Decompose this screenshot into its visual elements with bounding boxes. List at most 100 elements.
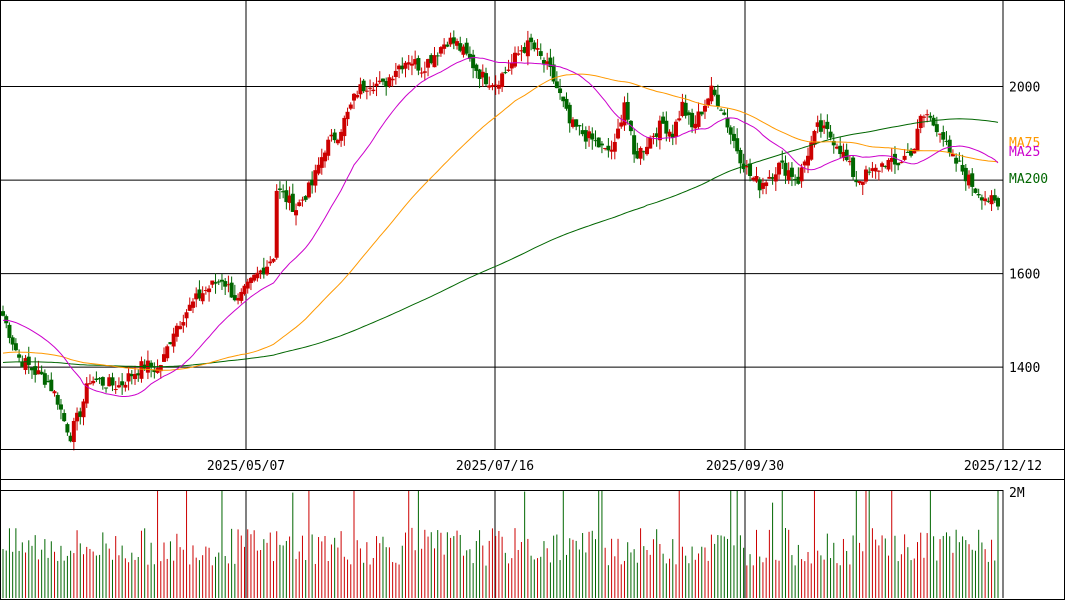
candle-body [783, 162, 788, 176]
candle-body [406, 62, 411, 65]
ma200-label: MA200 [1009, 172, 1048, 187]
candle-body [332, 132, 337, 141]
candle-body [764, 182, 769, 187]
candle-body [200, 293, 205, 302]
candle-body [789, 167, 794, 177]
candle-body [36, 370, 41, 375]
candle-body [983, 198, 988, 202]
candle-body [928, 115, 933, 118]
candle-body [484, 73, 489, 85]
candle-body [100, 377, 105, 386]
candle-body [326, 139, 331, 156]
candle-body [26, 356, 31, 365]
candle-body [136, 373, 141, 376]
candle-body [277, 188, 282, 190]
candle-body [178, 326, 183, 330]
candle-body [538, 51, 543, 56]
candle-body [558, 88, 563, 94]
candle-body [612, 141, 617, 152]
candle-body [719, 109, 724, 111]
candle-body [351, 93, 356, 101]
candle-body [870, 168, 875, 171]
candle-body [329, 134, 334, 137]
candle-body [822, 125, 827, 129]
candle-body [938, 133, 943, 135]
candle-body [786, 170, 791, 180]
candle-body [796, 176, 801, 184]
candle-body [129, 373, 134, 377]
candle-body [245, 281, 250, 289]
candle-body [213, 282, 218, 284]
candle-body [20, 361, 25, 367]
date-tick-label: 2025/07/16 [456, 459, 534, 474]
candle-body [680, 101, 685, 117]
candle-body [39, 371, 44, 375]
candle-body [487, 85, 492, 88]
candle-body [477, 69, 482, 80]
candle-body [738, 150, 743, 164]
candle-body [722, 112, 727, 115]
candle-body [641, 151, 646, 153]
candle-body [912, 148, 917, 154]
candle-body [606, 145, 611, 151]
candle-body [551, 64, 556, 82]
ma75-label: MA75 [1009, 136, 1040, 151]
candle-body [963, 167, 968, 182]
candle-body [429, 55, 434, 64]
candle-body [223, 281, 228, 287]
candle-body [448, 37, 453, 45]
candle-body [271, 258, 276, 262]
candle-body [570, 119, 575, 127]
candle-body [892, 153, 897, 165]
date-tick-label: 2025/12/12 [964, 459, 1042, 474]
candle-body [284, 190, 289, 203]
candle-body [364, 90, 369, 92]
candle-body [345, 111, 350, 120]
candle-body [593, 140, 598, 142]
candle-body [239, 291, 244, 301]
candle-body [133, 373, 138, 380]
candle-body [432, 55, 437, 68]
candle-body [368, 87, 373, 89]
candle-body [384, 81, 389, 87]
candle-body [29, 367, 34, 371]
candle-body [42, 373, 47, 385]
candle-body [281, 191, 286, 193]
candle-body [229, 282, 234, 298]
candle-body [973, 188, 978, 193]
candle-body [731, 133, 736, 141]
candle-body [184, 312, 189, 319]
candle-body [464, 42, 469, 54]
candle-body [899, 162, 904, 164]
candle-body [883, 165, 888, 167]
candle-body [506, 69, 511, 71]
candle-body [706, 98, 711, 106]
price-tick-label: 1600 [1009, 268, 1040, 283]
price-tick-label: 1400 [1009, 361, 1040, 376]
candle-body [207, 288, 212, 293]
candle-body [419, 72, 424, 74]
candle-body [921, 116, 926, 118]
candle-body [248, 277, 253, 283]
candle-body [458, 43, 463, 51]
candle-body [97, 378, 102, 380]
candle-body [503, 72, 508, 74]
candle-body [699, 111, 704, 115]
candle-body [702, 105, 707, 112]
candle-body [474, 64, 479, 71]
candle-body [696, 111, 701, 127]
candle-body [851, 157, 856, 177]
candle-body [989, 195, 994, 205]
candle-body [84, 383, 89, 404]
candle-body [113, 389, 118, 391]
candle-body [255, 272, 260, 279]
candle-body [580, 130, 585, 135]
candle-body [686, 112, 691, 116]
candle-body [187, 304, 192, 311]
candle-body [673, 121, 678, 137]
candle-body [116, 385, 121, 388]
candle-body [957, 160, 962, 162]
candle-body [831, 140, 836, 146]
candle-body [777, 162, 782, 175]
candle-body [970, 173, 975, 187]
